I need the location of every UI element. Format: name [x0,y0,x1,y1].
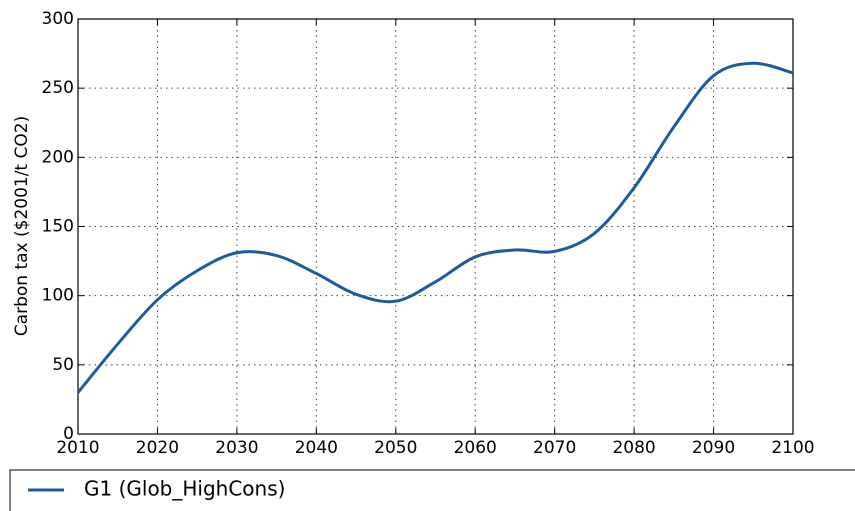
legend-label: G1 (Glob_HighCons) [84,477,285,501]
series-line [76,61,794,394]
x-tick-label: 2080 [612,438,655,458]
x-tick-label: 2020 [136,438,179,458]
legend-box [9,469,855,511]
y-axis-label: Carbon tax ($2001/t CO2) [12,116,32,336]
x-tick-label: 2090 [692,438,735,458]
y-tick-label: 0 [63,424,74,444]
x-tick-label: 2100 [771,438,814,458]
x-tick-label: 2040 [295,438,338,458]
x-tick-label: 2070 [533,438,576,458]
y-tick-label: 50 [52,355,74,375]
x-tick-label: 2050 [374,438,417,458]
y-tick-label: 300 [42,9,74,29]
x-tick-label: 2060 [454,438,497,458]
y-tick-label: 100 [42,286,74,306]
x-tick-label: 2030 [215,438,258,458]
x-tick-label: 2010 [56,438,99,458]
y-tick-label: 200 [42,147,74,167]
y-tick-label: 250 [42,78,74,98]
y-tick-label: 150 [42,217,74,237]
plot-frame [77,18,794,435]
